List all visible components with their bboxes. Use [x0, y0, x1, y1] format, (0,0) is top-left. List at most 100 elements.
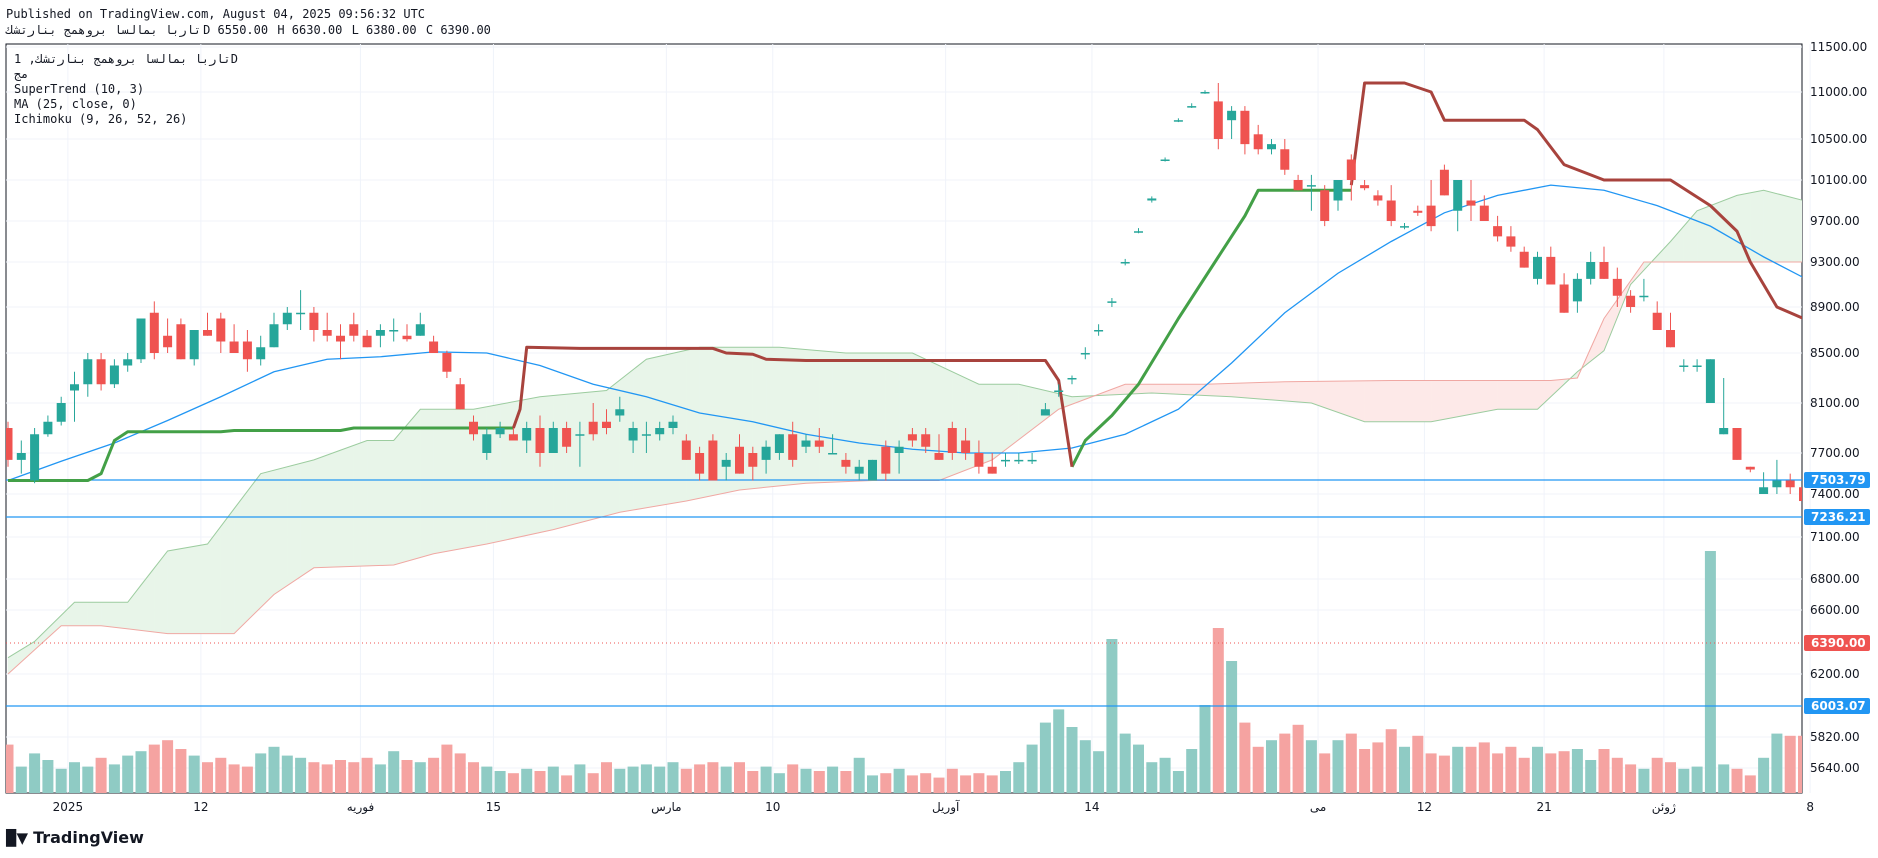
candle — [455, 378, 465, 410]
candle-body — [628, 428, 638, 441]
candle-body — [575, 434, 585, 436]
cloud-segment — [898, 352, 913, 481]
volume-bar — [1611, 757, 1623, 793]
volume-bar — [69, 762, 80, 793]
volume-bar — [1438, 755, 1450, 793]
volume-bar — [1385, 729, 1397, 793]
candle-body — [375, 330, 385, 336]
time-axis: 202512فوریه15مارس10آوریل14می1221ژوئن819آ… — [53, 799, 1814, 815]
candle — [1200, 90, 1210, 94]
cloud-segment — [1297, 381, 1312, 404]
cloud-segment — [1510, 380, 1525, 410]
candle-body — [615, 409, 625, 416]
volume-bar — [787, 764, 799, 793]
volume-bar — [228, 764, 240, 793]
candle-body — [1094, 330, 1104, 332]
candle — [149, 301, 159, 360]
volume-bar — [1412, 735, 1424, 793]
time-tick-label: 12 — [193, 800, 208, 814]
cloud-segment — [420, 409, 434, 558]
cloud-segment — [1337, 380, 1352, 418]
candle-body — [881, 446, 891, 474]
candle-body — [1692, 365, 1702, 367]
cloud-segment — [1696, 205, 1711, 263]
legend-ma[interactable]: MA (25, close, 0) — [14, 97, 137, 111]
candle — [1227, 106, 1237, 139]
candle-body — [1306, 185, 1316, 187]
price-tick-label: 10100.00 — [1810, 173, 1867, 187]
candle — [83, 353, 93, 397]
candle-body — [1639, 295, 1649, 298]
candle-body — [814, 440, 824, 447]
plot-area — [6, 81, 1802, 793]
candle-body — [1586, 262, 1596, 279]
cloud-segment — [499, 401, 514, 542]
ohlc-open: D 6550.00 — [203, 23, 269, 37]
candle — [389, 318, 399, 342]
cloud-segment — [1457, 380, 1472, 418]
candle-body — [43, 421, 53, 435]
price-tick-label: 10500.00 — [1810, 132, 1867, 146]
candle-body — [801, 440, 811, 447]
candle-body — [83, 359, 93, 385]
candle — [1666, 312, 1675, 348]
candle-body — [282, 312, 292, 325]
candle-body — [1386, 200, 1396, 221]
candle-body — [735, 446, 744, 474]
volume-bar — [122, 755, 134, 793]
candle-body — [522, 428, 532, 441]
volume-bar — [1571, 749, 1583, 793]
candle — [1400, 223, 1409, 230]
candle — [1107, 298, 1117, 307]
volume-bar — [95, 757, 107, 793]
volume-bar — [82, 766, 94, 793]
candle — [176, 318, 186, 360]
legend-ichimoku[interactable]: Ichimoku (9, 26, 52, 26) — [14, 112, 188, 126]
candle — [814, 428, 824, 453]
price-tick-label: 9300.00 — [1810, 255, 1860, 269]
tradingview-brand[interactable]: ▉▼ TradingView — [6, 828, 144, 847]
candle-body — [1187, 106, 1197, 108]
candle — [1346, 154, 1356, 201]
candle — [588, 403, 598, 441]
candle-body — [309, 312, 319, 330]
price-label-box — [1804, 635, 1870, 651]
volume-bar — [1452, 746, 1464, 793]
volume-bar — [1359, 749, 1371, 793]
candle-body — [1666, 330, 1675, 348]
volume-bar — [1798, 735, 1802, 793]
candle-body — [1080, 353, 1090, 355]
chart-legend: تاربا بمالسا بروهمج بنارتشك, 1D مج Super… — [14, 52, 238, 127]
cloud-segment — [526, 396, 541, 536]
cloud-segment — [340, 444, 355, 568]
ohlc-close: C 6390.00 — [425, 23, 491, 37]
candle-body — [1120, 262, 1130, 264]
candle — [708, 434, 718, 481]
volume-bar — [1000, 771, 1011, 793]
candle — [668, 415, 678, 435]
legend-supertrend[interactable]: SuperTrend (10, 3) — [14, 82, 145, 96]
cloud-segment — [1470, 380, 1485, 415]
candle-body — [402, 335, 412, 340]
cloud-segment — [1284, 381, 1299, 403]
cloud-segment — [991, 384, 1006, 461]
cloud-segment — [1550, 378, 1565, 398]
candle-body — [548, 428, 558, 453]
candle-body — [1599, 262, 1609, 279]
candle — [336, 324, 345, 360]
volume-bar — [867, 775, 878, 793]
candle — [1067, 375, 1077, 385]
volume-bar — [1279, 733, 1291, 793]
candle-body — [1253, 134, 1263, 150]
candle-body — [828, 453, 838, 455]
cloud-segment — [193, 543, 208, 634]
cloud-segment — [1484, 380, 1498, 413]
legend-symbol[interactable]: تاربا بمالسا بروهمج بنارتشك, 1D — [14, 52, 238, 66]
candle-body — [641, 434, 651, 436]
candle-body — [1173, 120, 1183, 122]
candle — [854, 459, 864, 481]
volume-bar — [667, 762, 679, 793]
candle — [1705, 359, 1715, 403]
candle — [242, 330, 252, 372]
